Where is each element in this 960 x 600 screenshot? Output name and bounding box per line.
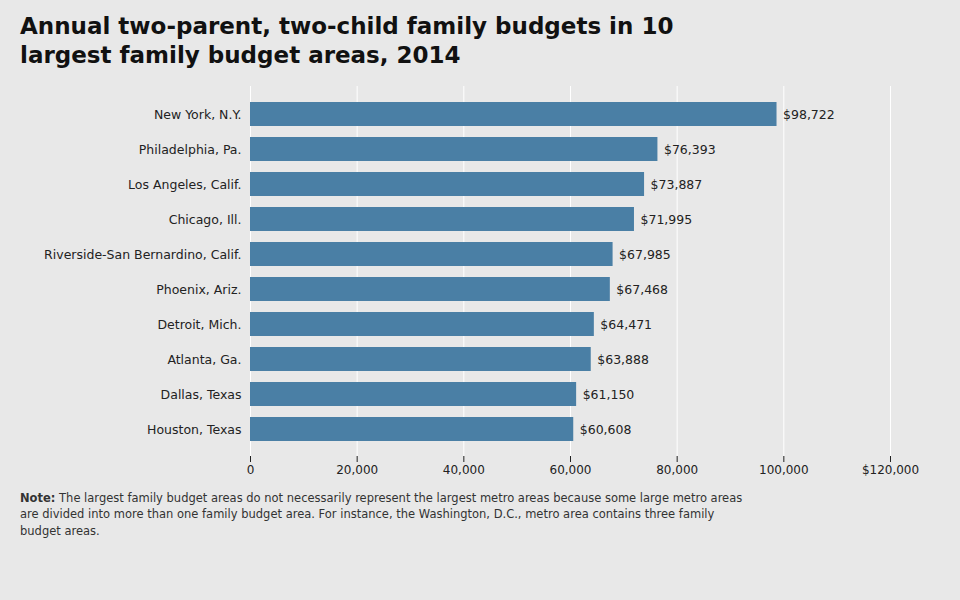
html-text:Note: The largest family budge: Note: The largest family budget areas do… — [20, 490, 743, 538]
svg-text:Philadelphia, Pa.: Philadelphia, Pa. — [139, 141, 242, 156]
svg-text:$61,150: $61,150 — [583, 386, 635, 401]
svg-text:$120,000: $120,000 — [862, 463, 919, 477]
svg-text:Chicago, Ill.: Chicago, Ill. — [169, 211, 242, 226]
svg-text:$76,393: $76,393 — [664, 141, 716, 156]
svg-text:40,000: 40,000 — [443, 463, 485, 477]
svg-text:80,000: 80,000 — [656, 463, 698, 477]
svg-text:$63,888: $63,888 — [597, 351, 649, 366]
svg-text:Los Angeles, Calif.: Los Angeles, Calif. — [128, 176, 241, 191]
svg-text:Atlanta, Ga.: Atlanta, Ga. — [167, 351, 241, 366]
svg-text:New York, N.Y.: New York, N.Y. — [154, 106, 242, 121]
svg-text:$98,722: $98,722 — [783, 106, 835, 121]
svg-text:$60,608: $60,608 — [580, 421, 632, 436]
svg-text:$67,985: $67,985 — [619, 246, 671, 261]
svg-text:Detroit, Mich.: Detroit, Mich. — [157, 316, 241, 331]
html-text:Annual two-parent, two-child f: Annual two-parent, two-child family budg… — [20, 13, 674, 68]
svg-text:Dallas, Texas: Dallas, Texas — [161, 386, 242, 401]
svg-text:Phoenix, Ariz.: Phoenix, Ariz. — [156, 281, 241, 296]
svg-text:$64,471: $64,471 — [600, 316, 652, 331]
svg-text:Riverside-San Bernardino, Cali: Riverside-San Bernardino, Calif. — [44, 246, 241, 261]
svg-text:$73,887: $73,887 — [651, 176, 703, 191]
svg-text:60,000: 60,000 — [550, 463, 592, 477]
svg-text:0: 0 — [247, 463, 255, 477]
svg-text:100,000: 100,000 — [759, 463, 809, 477]
svg-text:20,000: 20,000 — [336, 463, 378, 477]
svg-text:$67,468: $67,468 — [616, 281, 668, 296]
svg-text:Houston, Texas: Houston, Texas — [147, 421, 241, 436]
svg-text:$71,995: $71,995 — [640, 211, 692, 226]
